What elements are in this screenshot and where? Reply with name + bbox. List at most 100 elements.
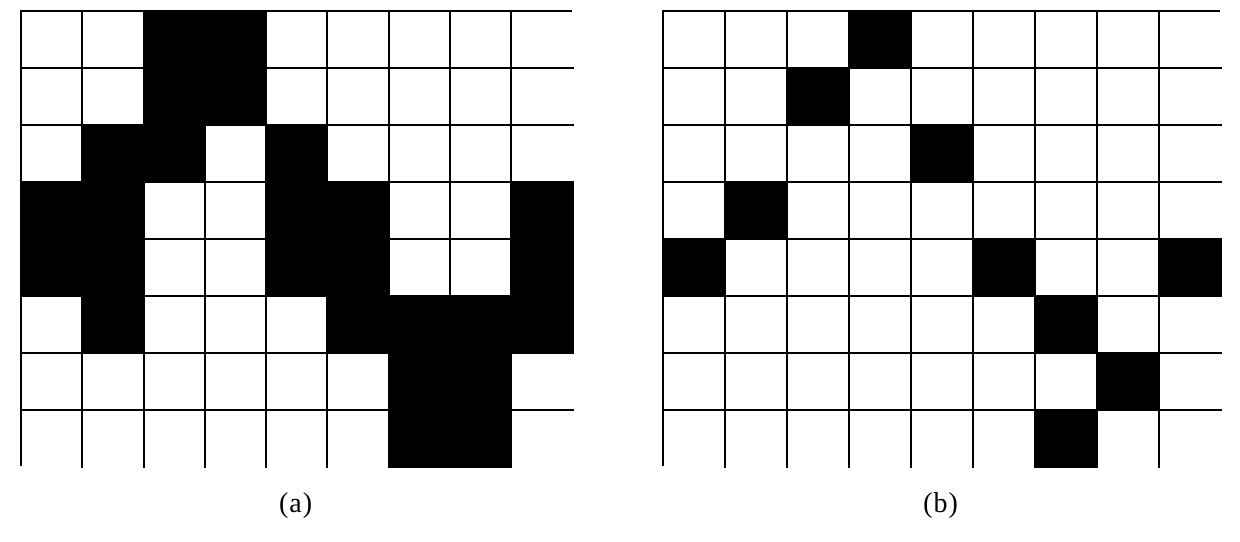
grid-cell (83, 411, 144, 468)
grid-cell (145, 183, 206, 240)
grid-cell (850, 126, 912, 183)
grid-cell (974, 126, 1036, 183)
grid-cell (1036, 411, 1098, 468)
grid-cell (145, 411, 206, 468)
grid-cell (974, 240, 1036, 297)
grid-cell (726, 354, 788, 411)
grid-cell (267, 297, 328, 354)
grid-cell (726, 297, 788, 354)
grid-cell (328, 240, 389, 297)
grid-cell (664, 126, 726, 183)
grid-cell (512, 411, 573, 468)
grid-b (662, 10, 1220, 466)
grid-cell (850, 411, 912, 468)
grid-cell (1098, 297, 1160, 354)
grid-cell (451, 297, 512, 354)
grid-cell (1098, 12, 1160, 69)
grid-cell (390, 354, 451, 411)
grid-cell (22, 69, 83, 126)
grid-cell (850, 297, 912, 354)
grid-cell (974, 297, 1036, 354)
grid-cell (664, 354, 726, 411)
grid-cell (1098, 69, 1160, 126)
grid-cell (267, 126, 328, 183)
grid-cell (390, 69, 451, 126)
grid-cell (912, 354, 974, 411)
grid-cell (912, 126, 974, 183)
grid-cell (206, 69, 267, 126)
grid-cell (664, 240, 726, 297)
grid-cell (83, 69, 144, 126)
grid-cell (83, 354, 144, 411)
grid-cell (328, 12, 389, 69)
grid-cell (850, 69, 912, 126)
grid-cell (206, 411, 267, 468)
grid-cell (1036, 126, 1098, 183)
grid-cell (912, 240, 974, 297)
grid-cell (512, 69, 573, 126)
grid-cell (726, 69, 788, 126)
grid-cell (83, 183, 144, 240)
grid-cell (788, 69, 850, 126)
grid-cell (726, 183, 788, 240)
grid-cell (912, 297, 974, 354)
grid-cell (22, 126, 83, 183)
grid-cell (1036, 183, 1098, 240)
page: (a) (b) (0, 0, 1240, 542)
grid-cell (974, 354, 1036, 411)
grid-cell (390, 240, 451, 297)
grid-cell (974, 183, 1036, 240)
grid-cell (788, 183, 850, 240)
grid-cell (974, 411, 1036, 468)
grid-cell (267, 240, 328, 297)
grid-cell (451, 354, 512, 411)
grid-cell (328, 69, 389, 126)
grid-cell (788, 12, 850, 69)
grid-cell (22, 12, 83, 69)
grid-cell (1098, 240, 1160, 297)
panel-b: (b) (662, 10, 1220, 520)
grid-cell (1098, 126, 1160, 183)
grid-cell (451, 240, 512, 297)
grid-cell (726, 12, 788, 69)
grid-cell (22, 183, 83, 240)
panel-a: (a) (20, 10, 572, 520)
grid-cell (390, 297, 451, 354)
grid-cell (512, 183, 573, 240)
grid-cell (267, 354, 328, 411)
grid-cell (451, 183, 512, 240)
grid-cell (1036, 12, 1098, 69)
grid-cell (451, 12, 512, 69)
grid-cell (390, 183, 451, 240)
grid-cell (850, 12, 912, 69)
grid-cell (974, 69, 1036, 126)
grid-cell (328, 411, 389, 468)
grid-cell (328, 183, 389, 240)
grid-cell (512, 297, 573, 354)
grid-cell (664, 411, 726, 468)
grid-cell (83, 12, 144, 69)
grid-cell (1160, 126, 1222, 183)
grid-cell (788, 297, 850, 354)
grid-cell (145, 69, 206, 126)
grid-cell (390, 12, 451, 69)
grid-cell (206, 240, 267, 297)
grid-cell (328, 354, 389, 411)
grid-cell (850, 183, 912, 240)
grid-cell (1160, 240, 1222, 297)
grid-cell (267, 411, 328, 468)
grid-cell (788, 354, 850, 411)
grid-cell (1036, 297, 1098, 354)
grid-cell (206, 126, 267, 183)
grid-cell (664, 183, 726, 240)
grid-cell (1160, 183, 1222, 240)
grid-cell (726, 126, 788, 183)
grid-cell (451, 69, 512, 126)
grid-cell (1098, 354, 1160, 411)
grid-cell (1160, 12, 1222, 69)
grid-cell (912, 69, 974, 126)
grid-cell (145, 354, 206, 411)
grid-cell (788, 240, 850, 297)
grid-cell (1036, 240, 1098, 297)
grid-cell (726, 411, 788, 468)
